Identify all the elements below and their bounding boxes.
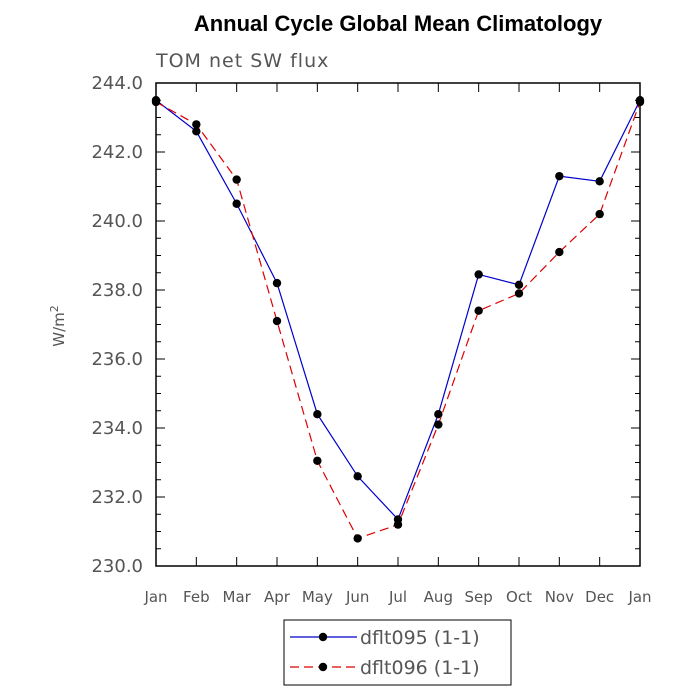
data-point (555, 247, 564, 257)
x-tick-label: Sep (465, 588, 493, 606)
x-tick-label: May (302, 588, 333, 606)
x-tick-label: Jul (388, 588, 407, 606)
y-axis-label-base: W/m (50, 312, 68, 347)
y-axis-label-sup: 2 (48, 305, 61, 312)
data-point (434, 420, 443, 429)
data-point (353, 472, 362, 481)
data-point (555, 171, 564, 181)
legend-marker-1 (318, 632, 328, 642)
data-point (313, 410, 322, 419)
data-point (353, 534, 362, 543)
data-point (192, 120, 201, 129)
y-tick-label: 242.0 (91, 142, 143, 163)
x-tick-label: Jun (345, 588, 369, 606)
y-tick-label: 238.0 (91, 280, 143, 301)
plot-frame (155, 82, 641, 567)
chart-subtitle: TOM net SW flux (155, 50, 329, 72)
data-point (151, 97, 161, 107)
data-point (313, 456, 322, 465)
data-point (232, 199, 241, 208)
series-layer (151, 96, 645, 543)
legend-label-2: dflt096 (1-1) (360, 657, 480, 679)
x-tick-label: Mar (223, 588, 252, 606)
data-point (595, 209, 604, 219)
ticks-layer: 230.0 232.0 234.0 236.0 238.0 240.0 242.0 244.0… (91, 73, 651, 606)
x-tick-label: Nov (545, 588, 574, 606)
x-tick-label: Jan (143, 588, 167, 606)
data-point (272, 316, 282, 326)
legend-marker-2 (318, 662, 328, 672)
data-point (514, 289, 524, 298)
data-point (393, 520, 403, 529)
data-point (595, 177, 604, 186)
legend-box (283, 619, 512, 686)
y-tick-label: 244.0 (91, 73, 143, 94)
data-point (474, 306, 483, 315)
data-point (434, 410, 443, 419)
x-tick-label: Jan (627, 588, 651, 606)
x-tick-label: Aug (424, 588, 453, 606)
series-line-2 (155, 101, 641, 540)
x-tick-label: Feb (183, 588, 210, 606)
data-point (232, 175, 241, 184)
data-point (192, 127, 201, 136)
data-point (635, 97, 645, 107)
data-point (514, 280, 524, 290)
y-tick-label: 234.0 (91, 418, 143, 439)
legend: dflt095 (1-1) dflt096 (1-1) (290, 627, 480, 679)
y-tick-label: 236.0 (91, 349, 143, 370)
series-line-1 (155, 99, 641, 521)
data-point (272, 278, 282, 288)
x-tick-label: Oct (506, 588, 532, 606)
x-tick-label: Dec (585, 588, 614, 606)
chart-title: Annual Cycle Global Mean Climatology (194, 11, 603, 36)
y-tick-label: 232.0 (91, 487, 143, 508)
data-point (474, 270, 483, 279)
y-tick-label: 230.0 (91, 556, 143, 577)
y-tick-label: 240.0 (91, 211, 143, 232)
y-axis-label: W/m2 (48, 305, 68, 347)
legend-label-1: dflt095 (1-1) (360, 627, 480, 649)
x-tick-label: Apr (264, 588, 291, 606)
